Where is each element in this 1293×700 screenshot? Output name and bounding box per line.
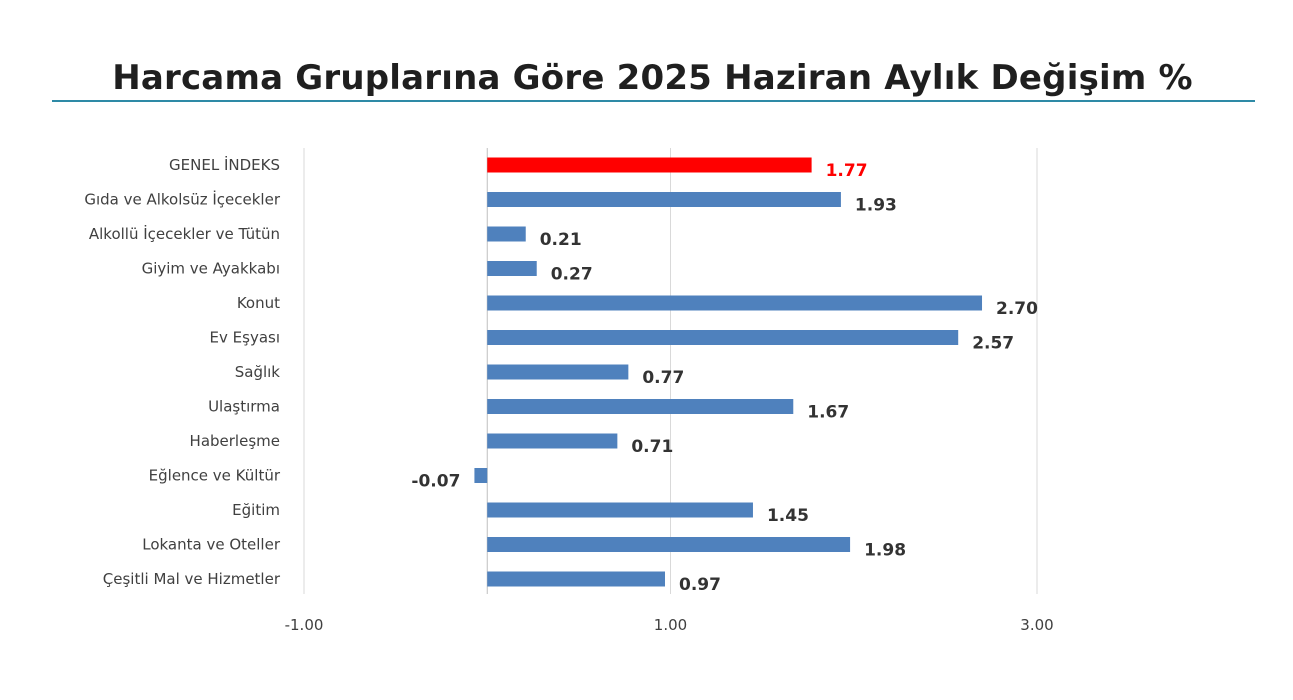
category-label: Lokanta ve Oteller [142, 536, 281, 554]
bar [487, 295, 983, 311]
data-label: 1.98 [864, 541, 906, 561]
title-underline [52, 100, 1255, 102]
category-label: Eğitim [232, 501, 280, 519]
bar-genel-indeks [487, 157, 812, 173]
data-label: 0.27 [551, 265, 593, 285]
category-label: Konut [237, 294, 280, 312]
data-label: 0.97 [679, 575, 721, 595]
data-label: 1.45 [767, 506, 809, 526]
category-label: Alkollü İçecekler ve Tütün [89, 224, 280, 243]
data-label: 1.77 [826, 161, 868, 181]
category-label: Giyim ve Ayakkabı [142, 260, 280, 278]
bar [487, 330, 959, 345]
bar [487, 364, 629, 380]
bar [487, 502, 753, 518]
data-label: 0.71 [631, 437, 673, 457]
category-label: Sağlık [235, 363, 281, 381]
bar [487, 399, 794, 414]
data-label: 1.93 [855, 196, 897, 216]
data-label: 2.57 [972, 334, 1014, 354]
category-label: Çeşitli Mal ve Hizmetler [103, 570, 281, 588]
bar [487, 261, 537, 276]
data-label: 0.77 [642, 368, 684, 388]
category-label: Ulaştırma [208, 398, 280, 416]
bar [487, 226, 526, 242]
bar [487, 571, 666, 587]
x-tick-label: 1.00 [654, 616, 687, 634]
data-label: 0.21 [540, 230, 582, 250]
category-label: Eğlence ve Kültür [149, 467, 281, 485]
chart-title: Harcama Gruplarına Göre 2025 Haziran Ayl… [112, 58, 1193, 98]
bar [487, 433, 618, 449]
x-tick-label: 3.00 [1020, 616, 1053, 634]
category-label: Gıda ve Alkolsüz İçecekler [84, 190, 280, 209]
data-label: 1.67 [807, 403, 849, 423]
bar [474, 468, 488, 483]
x-tick-label: -1.00 [285, 616, 324, 634]
category-label: Ev Eşyası [210, 329, 280, 347]
data-label: 2.70 [996, 299, 1038, 319]
category-label: GENEL İNDEKS [169, 155, 280, 174]
data-label: -0.07 [411, 472, 460, 492]
bar [487, 192, 841, 207]
bar [487, 537, 851, 552]
category-label: Haberleşme [190, 432, 280, 450]
